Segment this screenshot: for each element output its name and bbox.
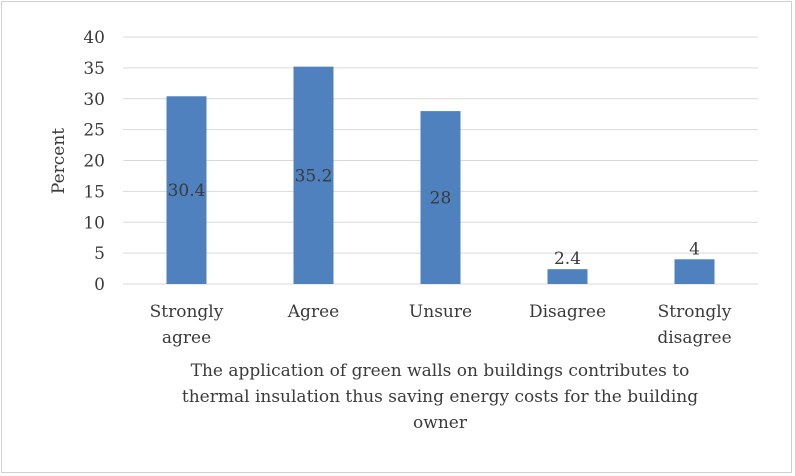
x-axis-categories: Strongly agree Agree Unsure Disagree Strongly… <box>150 302 732 348</box>
y-tick-label: 40 <box>83 28 105 48</box>
y-tick-label: 35 <box>83 59 105 79</box>
y-axis-title: Percent <box>49 128 69 194</box>
y-tick-label: 25 <box>83 121 105 141</box>
y-tick-label: 10 <box>83 213 105 233</box>
x-axis-title-text: The application of green walls on buildi… <box>182 361 698 433</box>
bar <box>420 111 461 284</box>
x-category-label: Strongly agree <box>150 302 224 348</box>
data-label: 35.2 <box>295 166 333 186</box>
x-category-label: Disagree <box>529 302 606 322</box>
bar <box>547 269 588 284</box>
y-tick-label: 0 <box>94 275 105 295</box>
y-tick-label: 20 <box>83 152 105 172</box>
y-tick-label: 15 <box>83 182 105 202</box>
data-label: 4 <box>689 239 700 259</box>
y-tick-label: 5 <box>94 244 105 264</box>
bar <box>293 66 334 284</box>
data-label: 30.4 <box>168 181 206 201</box>
bars <box>166 66 715 284</box>
data-label: 2.4 <box>554 249 581 269</box>
x-category-label: Unsure <box>409 302 472 322</box>
y-axis-ticks: 0 5 10 15 20 25 30 35 40 <box>83 28 105 295</box>
y-tick-label: 30 <box>83 90 105 110</box>
data-labels: 30.4 35.2 28 2.4 4 <box>168 166 700 269</box>
bar <box>674 259 715 284</box>
x-category-label: Strongly disagree <box>657 302 731 348</box>
x-category-label: Agree <box>287 302 339 322</box>
bar <box>166 96 207 284</box>
x-axis-title: The application of green walls on buildi… <box>182 361 698 433</box>
data-label: 28 <box>430 189 452 209</box>
